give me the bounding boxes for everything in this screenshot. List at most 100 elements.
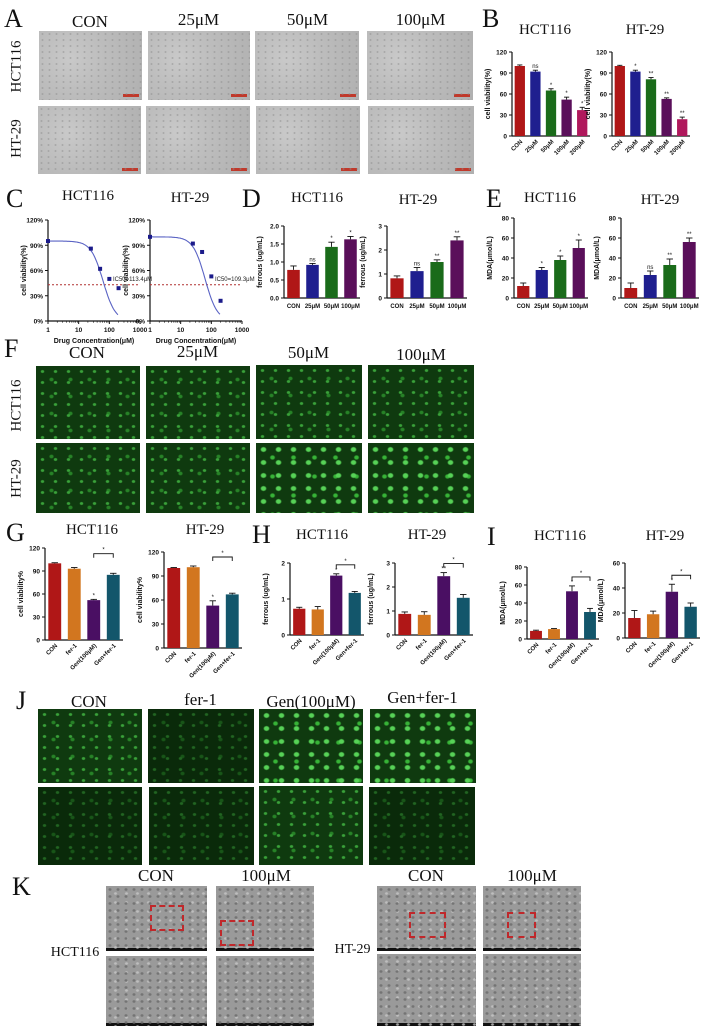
svg-text:25μM: 25μM <box>409 304 424 310</box>
data-point <box>88 246 93 251</box>
svg-text:50μM: 50μM <box>324 304 339 310</box>
svg-text:1: 1 <box>281 597 285 604</box>
bar <box>665 591 679 638</box>
svg-text:*: * <box>349 230 352 236</box>
tem-ht29-con-low <box>377 886 476 951</box>
tem-ht29-100um-high <box>483 954 581 1026</box>
panel-k-ht29-col-title-100um: 100μM <box>507 866 557 885</box>
svg-text:Gen+fer-1: Gen+fer-1 <box>570 642 595 667</box>
panel-j-col-title-con: CON <box>71 692 107 711</box>
panel-g-title-ht29: HT-29 <box>185 522 225 538</box>
bar <box>390 278 404 298</box>
svg-text:1: 1 <box>46 327 50 334</box>
svg-text:20: 20 <box>515 619 523 626</box>
panel-e-title-ht29: HT-29 <box>640 192 680 208</box>
svg-text:40: 40 <box>515 601 523 608</box>
panel-label-d: D <box>242 184 261 213</box>
svg-text:2: 2 <box>281 561 285 568</box>
brightfield-hct116-100um <box>367 31 473 100</box>
svg-text:40: 40 <box>613 586 621 593</box>
bar <box>48 563 62 640</box>
panel-f-col-title-con: CON <box>69 343 105 362</box>
fluor-ht29-100um <box>368 443 474 513</box>
chart-d-ht29: 0 1 2 3 ferrous (ug/mL) CON ns 25μM ** 50μM ** 100μ… <box>360 224 467 310</box>
panel-i-title-hct116: HCT116 <box>534 528 586 544</box>
svg-text:0.5: 0.5 <box>270 278 279 285</box>
tem-ht29-100um-low <box>483 886 581 951</box>
bar <box>514 66 525 136</box>
svg-text:100μM: 100μM <box>554 139 571 156</box>
panel-i-title-ht29: HT-29 <box>645 528 685 544</box>
svg-text:0: 0 <box>505 296 509 303</box>
svg-text:Gen(100μM): Gen(100μM) <box>420 638 449 667</box>
panel-c-title-hct116: HCT116 <box>62 188 114 204</box>
fluor-ht29-con <box>36 443 140 513</box>
panel-k-hct116-col-title-con: CON <box>138 866 174 885</box>
svg-text:50μM: 50μM <box>553 304 568 310</box>
svg-text:120: 120 <box>496 50 507 57</box>
bar <box>206 605 220 648</box>
svg-text:*: * <box>571 580 574 586</box>
panel-label-j: J <box>16 686 27 715</box>
panel-label-a: A <box>4 4 23 33</box>
svg-text:ferrous (ug/mL): ferrous (ug/mL) <box>263 573 270 625</box>
svg-text:*: * <box>565 91 568 97</box>
svg-text:60: 60 <box>502 236 510 243</box>
svg-text:60: 60 <box>613 561 621 568</box>
svg-text:Gen(100μM): Gen(100μM) <box>648 641 677 670</box>
svg-text:Gen(100μM): Gen(100μM) <box>312 638 341 667</box>
svg-text:MDA(μmol/L): MDA(μmol/L) <box>594 236 601 280</box>
svg-text:30: 30 <box>33 615 41 622</box>
svg-text:10: 10 <box>177 327 185 334</box>
svg-text:3: 3 <box>378 224 382 231</box>
svg-text:cell viability(%): cell viability(%) <box>21 245 28 296</box>
panel-label-b: B <box>482 4 500 33</box>
svg-text:ns: ns <box>647 265 653 271</box>
tem-ht29-con-high <box>377 954 476 1026</box>
panel-a-col-title-25um: 25μM <box>177 10 220 29</box>
svg-text:Gen+fer-1: Gen+fer-1 <box>93 643 118 668</box>
bar <box>450 240 464 298</box>
svg-text:1: 1 <box>148 327 152 334</box>
svg-text:60%: 60% <box>132 268 145 275</box>
svg-text:*: * <box>581 101 584 107</box>
panel-h-title-hct116: HCT116 <box>296 527 348 543</box>
panel-g-title-hct116: HCT116 <box>66 522 118 538</box>
svg-text:Gen+fer-1: Gen+fer-1 <box>212 651 237 676</box>
svg-text:Gen(100μM): Gen(100μM) <box>70 643 99 672</box>
svg-text:fer-1: fer-1 <box>65 643 79 657</box>
svg-text:120: 120 <box>29 546 40 553</box>
chart-c-hct116: 0%30%60%90%120%cell viability(%)1 10 100 10… <box>21 218 152 346</box>
svg-text:0.0: 0.0 <box>270 296 279 303</box>
svg-text:**: ** <box>687 232 692 238</box>
svg-text:*: * <box>541 262 544 268</box>
data-point <box>218 298 223 303</box>
bar <box>661 98 672 136</box>
svg-text:80: 80 <box>502 216 510 223</box>
svg-text:CON: CON <box>290 638 304 652</box>
svg-text:cell viability(%): cell viability(%) <box>485 69 492 120</box>
svg-text:fer-1: fer-1 <box>415 638 429 652</box>
brightfield-ht29-50um <box>256 106 360 174</box>
svg-text:60: 60 <box>500 92 508 99</box>
svg-text:1: 1 <box>386 609 390 616</box>
svg-text:ferrous (ug/mL): ferrous (ug/mL) <box>368 573 375 625</box>
roi-box <box>507 912 536 938</box>
svg-text:0: 0 <box>603 134 607 141</box>
svg-text:25μM: 25μM <box>305 304 320 310</box>
svg-text:1000: 1000 <box>235 327 250 334</box>
fluor-hct116-con <box>36 366 140 439</box>
svg-text:CON: CON <box>390 304 403 310</box>
svg-text:MDA(μmol/L): MDA(μmol/L) <box>598 579 605 623</box>
svg-text:cell viability%: cell viability% <box>137 576 144 623</box>
svg-text:0: 0 <box>378 296 382 303</box>
svg-text:0: 0 <box>281 633 285 640</box>
svg-text:1000: 1000 <box>133 327 148 334</box>
bar <box>287 269 300 298</box>
data-point <box>98 266 103 271</box>
panel-a-row-title-hct116: HCT116 <box>8 40 25 93</box>
roi-box <box>150 905 184 931</box>
data-point <box>209 274 214 279</box>
svg-text:25μM: 25μM <box>625 139 640 154</box>
svg-text:**: ** <box>435 254 440 260</box>
